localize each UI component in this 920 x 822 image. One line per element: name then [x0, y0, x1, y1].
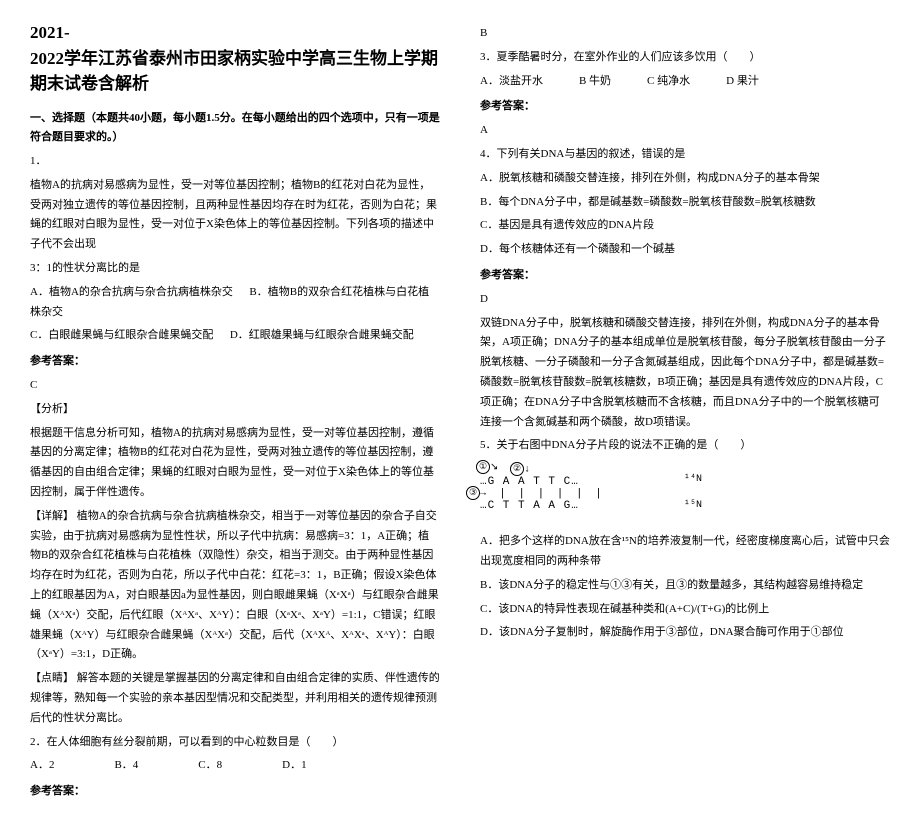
q3-stem: 3．夏季酷暑时分，在室外作业的人们应该多饮用（ ） — [480, 48, 890, 68]
q4-opt-c: C．基因是具有遗传效应的DNA片段 — [480, 216, 890, 236]
answer-label-4: 参考答案： — [480, 266, 890, 286]
answer-label-1: 参考答案： — [30, 352, 440, 372]
q3-options: A．淡盐开水 B 牛奶 C 纯净水 D 果汁 — [480, 72, 890, 92]
dna-bot-strand: …C T T A A G… — [480, 500, 680, 513]
q4-opt-d: D．每个核糖体还有一个磷酸和一个碱基 — [480, 240, 890, 260]
q3-opt-c: C 纯净水 — [647, 72, 690, 92]
q2-opt-d: D．1 — [282, 756, 306, 776]
dna-diagram: ①↘ ③→ ②↓ …G A A T T C… | | | | | | …C T … — [480, 464, 890, 524]
q1-body-1: 植物A的抗病对易感病为显性，受一对等位基因控制；植物B的红花对白花为显性，受两对… — [30, 176, 440, 255]
q5-opt-a: A．把多个这样的DNA放在含¹⁵N的培养液复制一代，经密度梯度离心后，试管中只会… — [480, 532, 890, 572]
q3-opt-a: A．淡盐开水 — [480, 72, 543, 92]
q3-opt-b: B 牛奶 — [579, 72, 611, 92]
q1-opt-c: C．白眼雌果蝇与红眼杂合雌果蝇交配 — [30, 329, 213, 341]
q1-options-row2: C．白眼雌果蝇与红眼杂合雌果蝇交配 D．红眼雄果蝇与红眼杂合雌果蝇交配 — [30, 326, 440, 346]
q4-opt-a: A．脱氧核糖和磷酸交替连接，排列在外侧，构成DNA分子的基本骨架 — [480, 169, 890, 189]
q1-body-2: 3：1的性状分离比的是 — [30, 259, 440, 279]
n15-bot: ¹⁵N — [684, 500, 702, 512]
q5-opt-d: D．该DNA分子复制时，解旋酶作用于③部位，DNA聚合酶可作用于①部位 — [480, 623, 890, 643]
q1-opt-a: A．植物A的杂合抗病与杂合抗病植株杂交 — [30, 286, 233, 298]
detail-label-text: 【详解】 — [30, 510, 74, 522]
q3-opt-d: D 果汁 — [726, 72, 759, 92]
detail-label: 【详解】 植物A的杂合抗病与杂合抗病植株杂交，相当于一对等位基因的杂合子自交实验… — [30, 507, 440, 665]
q5-stem: 5．关于右图中DNA分子片段的说法不正确的是（ ） — [480, 436, 890, 456]
q2-options: A．2 B．4 C．8 D．1 — [30, 756, 440, 776]
q2-opt-b: B．4 — [114, 756, 138, 776]
section-heading: 一、选择题（本题共40小题，每小题1.5分。在每小题给出的四个选项中，只有一项是… — [30, 109, 440, 149]
q1-options-row1: A．植物A的杂合抗病与杂合抗病植株杂交 B．植物B的双杂合红花植株与白花植株杂交 — [30, 283, 440, 323]
point-label-row: 【点睛】 解答本题的关键是掌握基因的分离定律和自由组合定律的实质、伴性遗传的规律… — [30, 669, 440, 728]
q4-answer: D — [480, 290, 890, 310]
q2-stem: 2．在人体细胞有丝分裂前期，可以看到的中心粒数目是（ ） — [30, 733, 440, 753]
q2-answer: B — [480, 24, 890, 44]
q1-point: 解答本题的关键是掌握基因的分离定律和自由组合定律的实质、伴性遗传的规律等，熟知每… — [30, 672, 440, 724]
arrow-icon: ↓ — [524, 465, 530, 476]
q4-stem: 4．下列有关DNA与基因的叙述，错误的是 — [480, 145, 890, 165]
answer-label-3: 参考答案： — [480, 97, 890, 117]
q2-opt-c: C．8 — [198, 756, 222, 776]
q2-opt-a: A．2 — [30, 756, 54, 776]
q1-opt-d: D．红眼雄果蝇与红眼杂合雌果蝇交配 — [230, 329, 414, 341]
answer-label-2: 参考答案： — [30, 782, 440, 802]
q1-detail: 植物A的杂合抗病与杂合抗病植株杂交，相当于一对等位基因的杂合子自交实验，由于抗病… — [30, 510, 439, 661]
q1-number: 1． — [30, 152, 440, 172]
arrow-icon: ↘ — [490, 463, 498, 474]
mark-2: ②↓ — [510, 462, 530, 477]
n14-top: ¹⁴N — [684, 474, 702, 486]
q4-explain: 双链DNA分子中，脱氧核糖和磷酸交替连接，排列在外侧，构成DNA分子的基本骨架，… — [480, 314, 890, 433]
page-title: 2021- 2022学年江苏省泰州市田家柄实验中学高三生物上学期期末试卷含解析 — [30, 20, 440, 97]
q1-analysis: 根据题干信息分析可知，植物A的抗病对易感病为显性，受一对等位基因控制，遵循基因的… — [30, 424, 440, 503]
q1-answer: C — [30, 376, 440, 396]
q3-answer: A — [480, 121, 890, 141]
q1-num: 1． — [30, 155, 47, 167]
q5-opt-c: C．该DNA的特异性表现在碱基种类和(A+C)/(T+G)的比例上 — [480, 600, 890, 620]
analysis-label: 【分析】 — [30, 400, 440, 420]
mark-1: ①↘ — [476, 460, 498, 475]
point-label: 【点睛】 — [30, 672, 74, 684]
q5-opt-b: B．该DNA分子的稳定性与①③有关，且③的数量越多，其结构越容易维持稳定 — [480, 576, 890, 596]
q4-opt-b: B．每个DNA分子中，都是碱基数=磷酸数=脱氧核苷酸数=脱氧核糖数 — [480, 193, 890, 213]
